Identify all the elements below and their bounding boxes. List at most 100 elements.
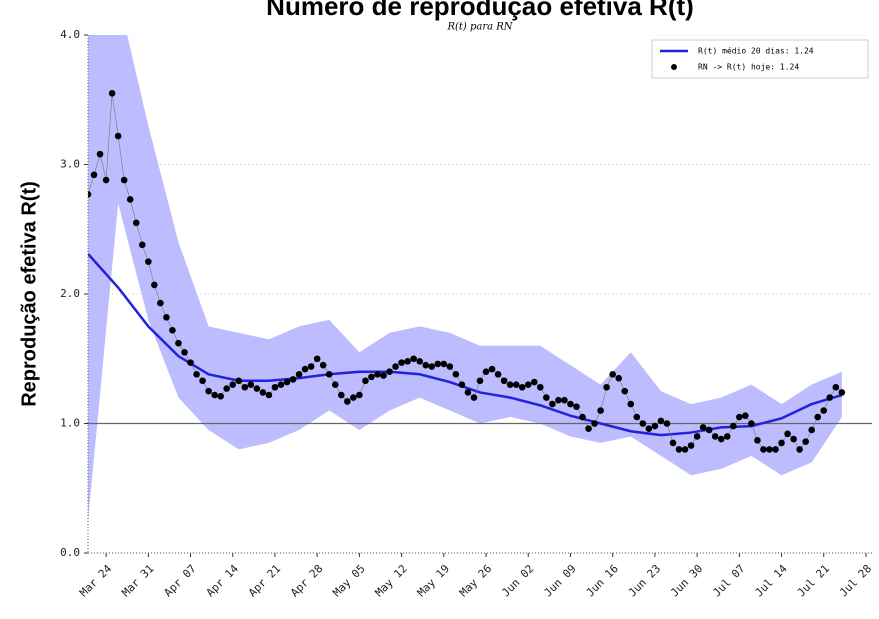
data-point [518,383,526,391]
data-point [687,442,695,449]
data-point [145,258,152,265]
x-tick-label: Jul 14 [752,562,790,600]
legend-box [651,39,869,79]
x-tick-label: Jun 09 [541,562,578,599]
data-point [772,446,779,453]
data-point [193,370,200,378]
data-point [325,370,333,378]
data-point [458,381,466,388]
x-tick-label: Apr 28 [288,562,325,599]
data-point [337,391,345,399]
data-point [663,420,671,427]
data-point [657,417,665,425]
data-point [102,176,110,184]
data-point [603,383,610,391]
data-point [766,446,773,453]
data-point [820,407,828,414]
data-point [723,433,731,440]
data-point [470,394,478,401]
data-point [90,171,98,179]
data-point [609,370,616,378]
data-point [114,132,122,140]
x-tick-label: Mar 24 [77,562,115,600]
data-point [235,377,243,385]
data-point [591,420,598,427]
data-point [295,370,303,378]
data-point [808,426,815,434]
data-point [404,358,411,365]
data-point [482,368,490,376]
chart-title: Número de reprodução efetiva R(t) [266,0,694,21]
data-point [711,433,719,440]
data-point [241,383,249,391]
y-tick-label: 1.0 [60,417,80,430]
data-point [331,381,339,388]
data-point [736,413,743,421]
data-point [543,394,550,401]
data-point [211,391,218,399]
y-axis-label: Reprodução efetiva R(t) [18,181,40,407]
data-point [699,424,707,431]
data-point [494,370,502,378]
data-point [832,383,840,391]
x-tick-label: Jun 23 [626,562,663,599]
data-point [464,389,472,396]
data-point [742,412,749,420]
data-point [163,314,170,321]
data-point [380,372,387,379]
data-point [784,430,791,438]
y-tick-label: 0.0 [60,546,80,559]
x-tick-label: May 26 [457,562,494,599]
data-point [205,387,212,395]
data-point [108,89,116,97]
data-point [693,433,701,440]
data-point [132,219,140,227]
data-point [651,422,659,430]
x-tick-label: May 12 [373,562,410,599]
data-point [416,358,423,365]
legend-swatch [671,64,677,70]
x-tick-label: Mar 31 [119,562,156,599]
x-tick-label: Jun 30 [668,562,705,599]
data-point [440,360,448,368]
legend-label: R(t) médio 20 dias: 1.24 [698,46,814,56]
data-point [814,413,822,421]
data-point [717,435,725,443]
data-point [729,422,737,430]
data-point [748,420,755,427]
data-point [289,376,297,383]
data-point [585,425,592,432]
data-point [675,446,683,453]
data-point [573,403,580,410]
data-point [344,398,351,405]
data-point [126,196,134,203]
x-tick-label: Jun 02 [499,562,536,599]
data-point [434,360,442,368]
series-line [88,253,843,437]
data-point [307,363,315,370]
data-point [319,361,327,369]
x-tick-label: Jul 07 [710,562,747,599]
data-point [760,446,767,453]
data-point [410,355,417,363]
data-point [187,359,194,366]
data-point [645,425,653,432]
plot-area [88,35,872,553]
data-point [681,446,689,453]
x-tick-label: Jul 21 [795,562,832,599]
data-point [567,400,574,408]
data-point [615,374,623,382]
data-point [422,361,430,369]
data-point [452,370,460,378]
data-point [512,381,520,388]
data-point [579,413,586,421]
data-point [259,389,267,396]
data-point [838,389,846,396]
legend-label: RN -> R(t) hoje: 1.24 [698,63,799,72]
data-point [374,370,381,378]
x-tick-label: May 05 [330,562,367,599]
x-tick-label: Apr 07 [161,562,198,599]
data-point [705,426,713,434]
data-point [217,393,224,400]
